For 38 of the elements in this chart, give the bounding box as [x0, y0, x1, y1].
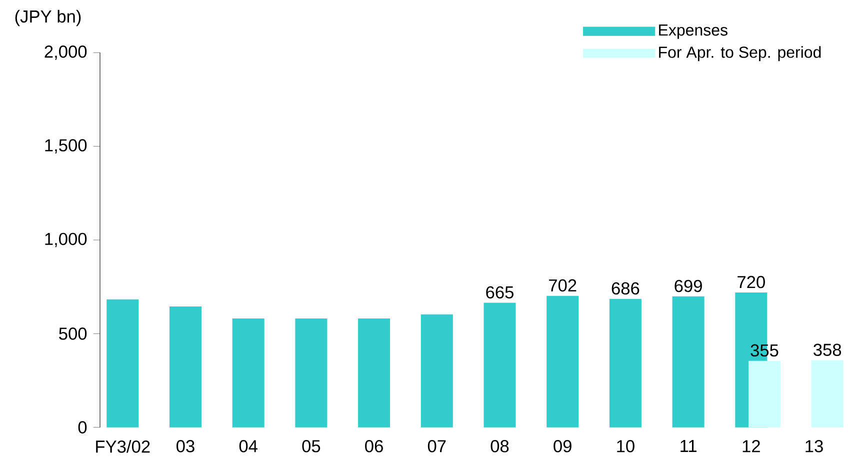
bar: [420, 314, 453, 428]
y-tick-label: 1,500: [45, 139, 87, 154]
x-tick-label: 05: [302, 440, 320, 452]
legend-label: For Apr. to Sep. period: [659, 46, 821, 61]
x-tick-label: 06: [365, 440, 383, 452]
y-tick-label: 2,000: [44, 45, 87, 60]
y-tick-label: 0: [78, 421, 87, 434]
bar: [546, 296, 579, 428]
bar: [232, 318, 264, 428]
data-label: 686: [612, 282, 640, 294]
data-label: 699: [674, 280, 702, 292]
x-tick-label: 07: [428, 440, 446, 452]
x-tick-label: 11: [680, 440, 696, 452]
bar: [672, 296, 704, 428]
bar: [106, 299, 139, 428]
x-tick-label: FY3/02: [96, 440, 150, 453]
data-label: 702: [549, 279, 576, 292]
bar: [358, 318, 390, 428]
bar: [295, 318, 328, 428]
y-axis-title: (JPY bn): [15, 10, 81, 26]
data-label: 720: [738, 276, 765, 288]
data-label: 665: [486, 286, 514, 298]
y-tick-label: 1,000: [45, 232, 87, 247]
data-label: 358: [814, 344, 842, 356]
legend-label: Expenses: [659, 24, 728, 39]
bar: [169, 306, 202, 428]
bar: [748, 360, 780, 428]
x-tick-label: 04: [239, 440, 258, 452]
y-tick-label: 500: [59, 327, 87, 340]
x-tick-label: 10: [617, 440, 634, 452]
x-tick-label: 03: [176, 440, 194, 452]
x-tick-label: 13: [806, 440, 823, 452]
bar: [609, 298, 642, 428]
x-tick-label: 09: [554, 440, 572, 452]
bar: [811, 360, 844, 428]
x-tick-label: 12: [742, 440, 760, 452]
x-tick-label: 08: [490, 440, 509, 452]
bar: [484, 302, 516, 428]
